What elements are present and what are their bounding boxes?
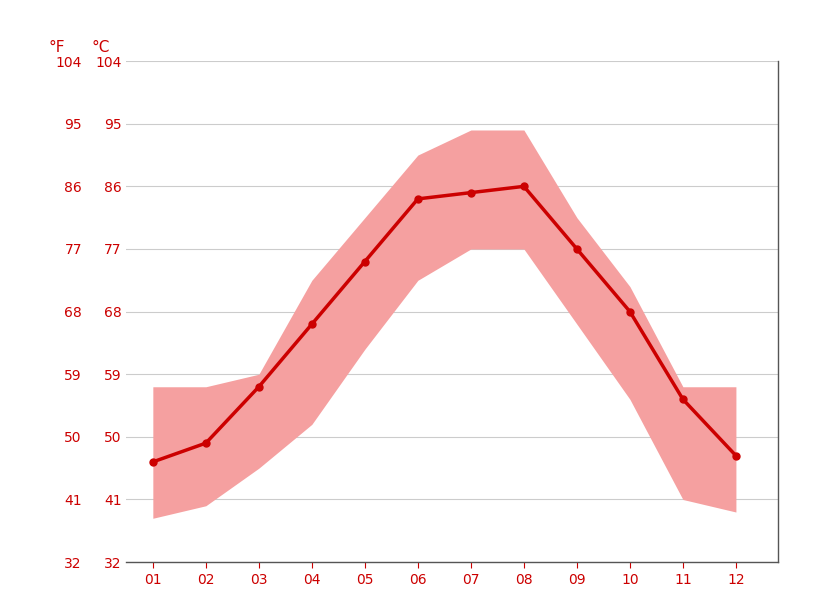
- Text: °F: °F: [49, 40, 65, 55]
- Text: °C: °C: [91, 40, 109, 55]
